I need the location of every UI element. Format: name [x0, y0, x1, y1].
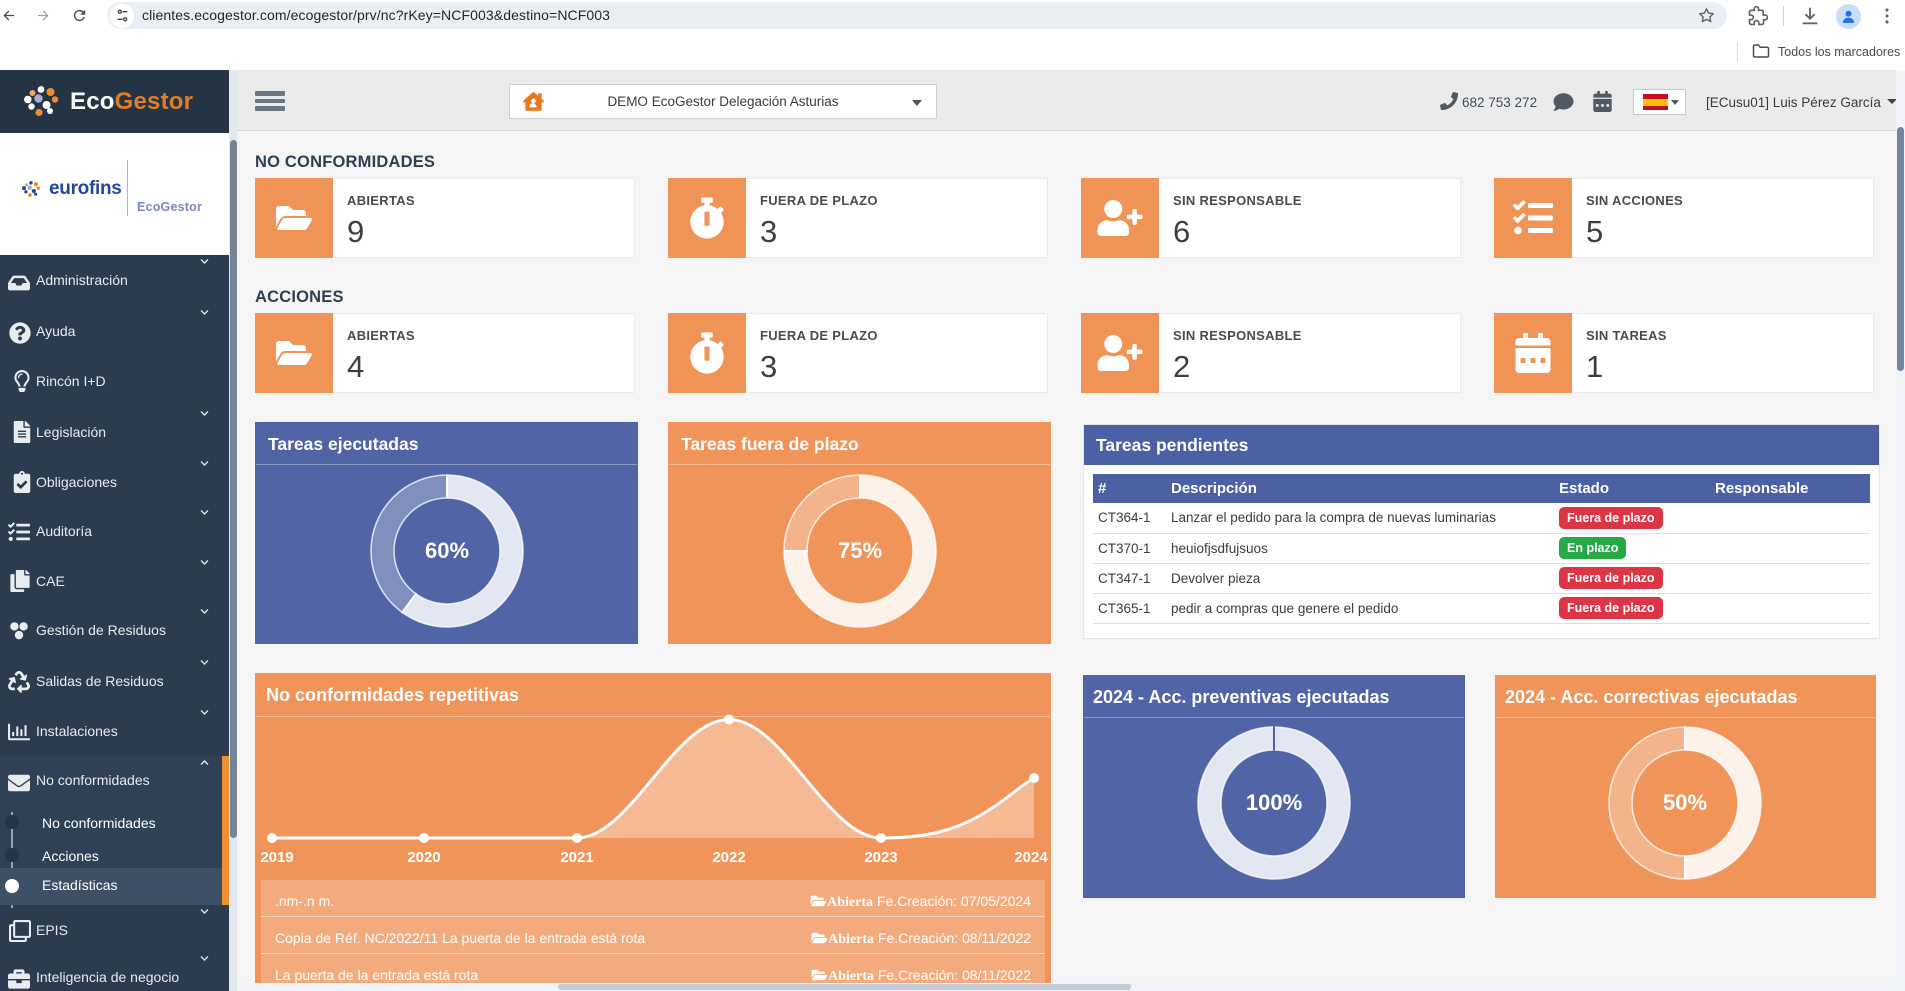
- svg-text:2020: 2020: [407, 849, 440, 866]
- svg-text:2022: 2022: [712, 849, 745, 866]
- svg-text:2024: 2024: [1014, 849, 1048, 866]
- svg-text:2021: 2021: [560, 849, 593, 866]
- svg-text:2023: 2023: [864, 849, 897, 866]
- svg-text:2019: 2019: [260, 849, 293, 866]
